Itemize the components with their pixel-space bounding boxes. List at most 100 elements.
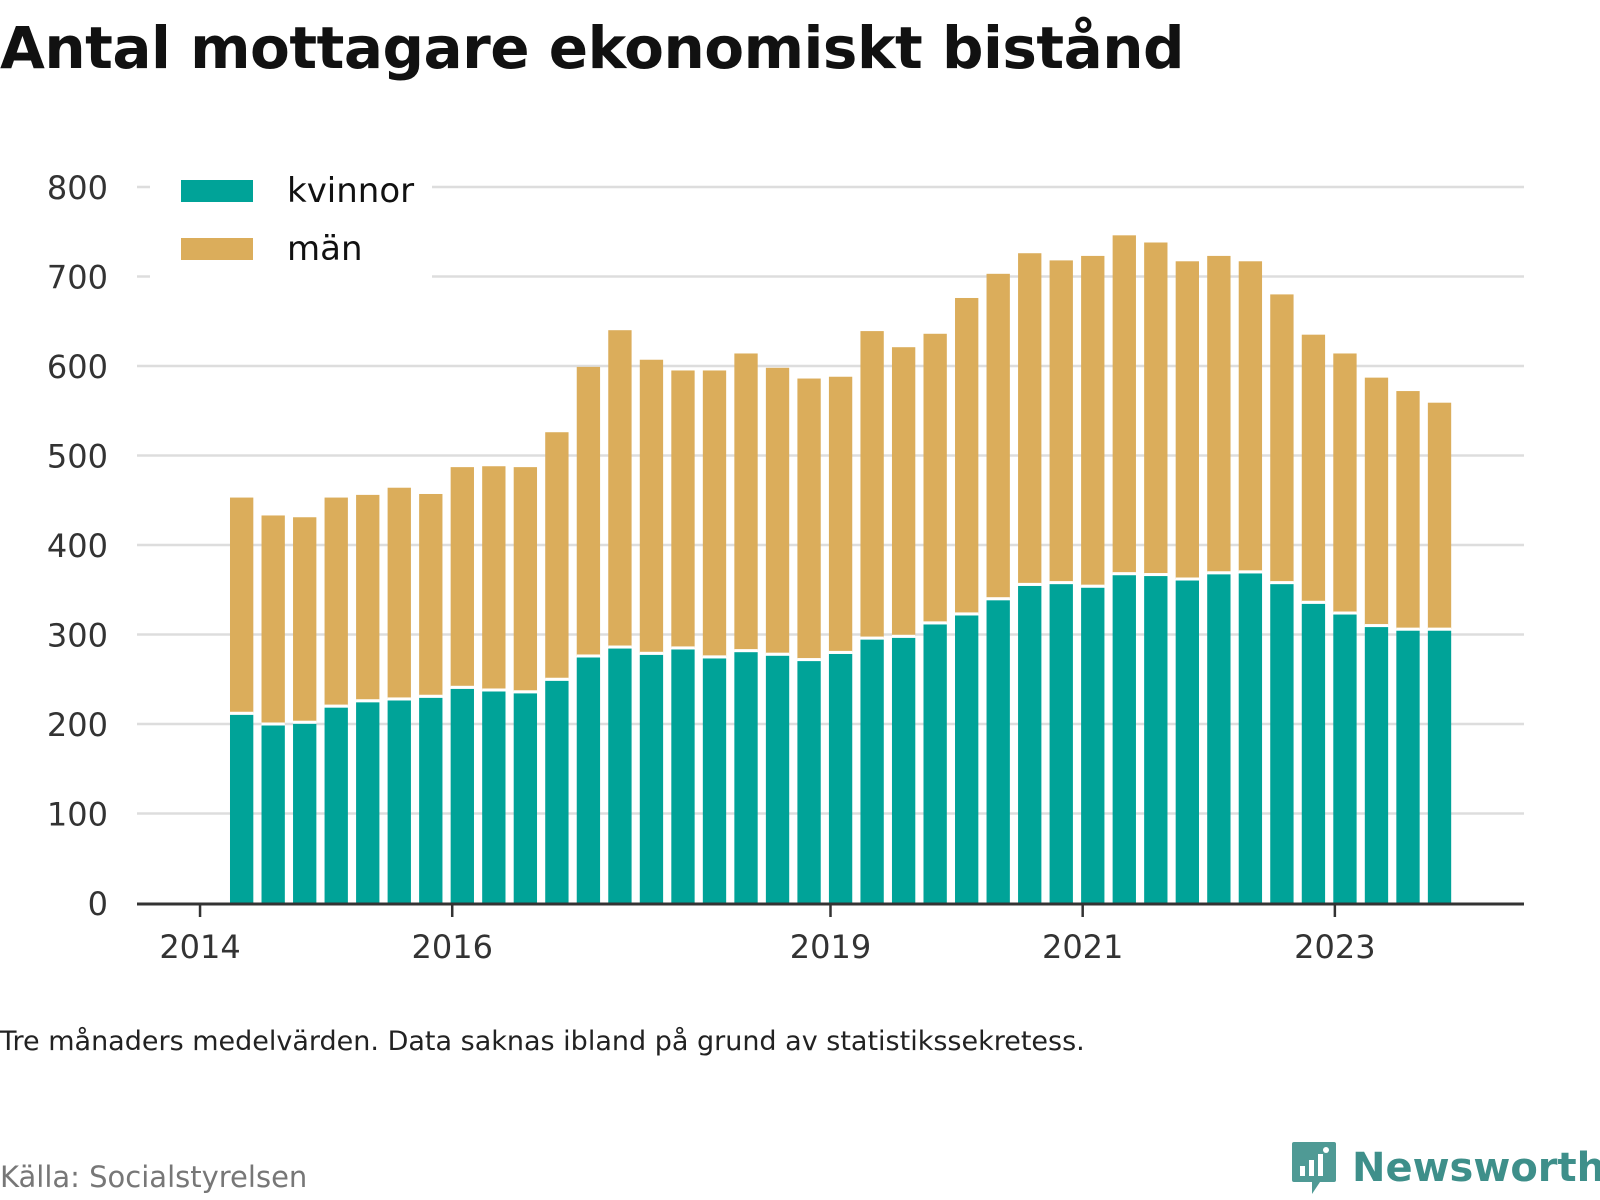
bar-separator [1301,600,1326,604]
bar-man [828,376,853,653]
bar-kvinnor [1364,627,1389,903]
x-axis: 2014 2016 2019 2021 2023 [137,902,1524,966]
bar-separator [765,652,790,656]
bar-kvinnor [356,702,380,903]
bar-separator [860,636,884,640]
y-tick-labels: 0 100 200 300 400 500 600 700 800 [47,169,108,923]
bar-separator [891,634,916,638]
bar-man [1238,261,1263,572]
bar-kvinnor [1207,574,1231,903]
bar-man [671,370,695,648]
bar-man [482,466,506,690]
bar-man [765,367,790,655]
bar-man [419,493,443,697]
bar-kvinnor [671,649,695,903]
bar-kvinnor [1270,584,1294,903]
bar-separator [1144,573,1168,577]
bar-man [1112,235,1136,574]
bar-man [1396,391,1420,630]
bar-man [1049,260,1073,583]
bar-man [639,359,664,654]
bar-man [293,517,317,723]
bar-kvinnor [1112,575,1136,903]
bar-kvinnor [419,697,443,903]
bar-man [387,487,411,699]
y-tick-label: 100 [47,796,108,834]
bar-man [450,467,474,688]
bar-kvinnor [986,600,1010,903]
bar-kvinnor [1049,584,1073,903]
y-tick-label: 300 [47,617,108,655]
bar-separator [702,655,727,659]
bar-separator [1364,624,1389,628]
bar-kvinnor [639,654,664,903]
bar-separator [734,649,758,653]
bar-separator [608,645,632,649]
bar-separator [387,697,411,701]
bar-kvinnor [923,624,947,903]
bar-man [986,273,1010,599]
bar-kvinnor [702,658,727,903]
bar-man [1427,402,1452,630]
y-tick-label: 500 [47,438,108,476]
bar-man [229,497,254,714]
bar-kvinnor [828,653,853,903]
bar-man [891,347,916,637]
x-tick-label: 2021 [1042,928,1123,966]
bar-man [356,494,380,701]
bar-separator [1207,571,1231,575]
y-tick-label: 700 [47,259,108,297]
bar-separator [1238,570,1263,574]
brand-name: Newsworthy [1352,1145,1600,1191]
y-tick-label: 400 [47,527,108,565]
legend-swatch [181,238,253,260]
bar-man [545,432,569,680]
bar-kvinnor [1175,580,1200,903]
bar-separator [1333,611,1357,615]
bar-man [1175,261,1200,580]
bar-separator [545,677,569,681]
bar-man [797,378,821,660]
bar-man [1270,294,1294,583]
legend-label: män [287,229,363,269]
legend-label: kvinnor [287,171,414,211]
bar-kvinnor [229,714,254,903]
bar-man [1207,255,1231,573]
bar-separator [356,699,380,703]
x-tick-label: 2023 [1294,928,1375,966]
bar-kvinnor [576,657,601,903]
bar-separator [293,720,317,724]
bar-kvinnor [545,680,569,903]
bar-kvinnor [1144,576,1168,903]
bar-separator [923,621,947,625]
brand-logo: Newsworthy [1290,1140,1600,1196]
bar-separator [482,688,506,692]
bar-separator [797,658,821,662]
bar-separator [261,722,285,726]
bar-kvinnor [1396,630,1420,903]
bar-kvinnor [891,637,916,903]
bar-man [1301,334,1326,603]
bar-man [734,353,758,651]
bar-man [1018,253,1042,585]
x-tick-label: 2016 [412,928,493,966]
bar-kvinnor [1427,630,1452,903]
bar-man [1081,255,1105,587]
bar-kvinnor [1238,573,1263,903]
bar-man [608,330,632,648]
bar-separator [828,650,853,654]
bar-man [923,333,947,623]
bar-kvinnor [293,723,317,903]
y-tick-label: 600 [47,348,108,386]
bar-separator [955,612,979,616]
bar-man [955,297,979,614]
y-tick-label: 200 [47,706,108,744]
bar-separator [576,654,601,658]
chart-note: Tre månaders medelvärden. Data saknas ib… [0,1026,1085,1057]
bar-man [702,370,727,657]
bar-kvinnor [261,725,285,903]
bar-man [576,366,601,656]
bar-kvinnor [513,693,538,903]
bar-kvinnor [608,648,632,903]
